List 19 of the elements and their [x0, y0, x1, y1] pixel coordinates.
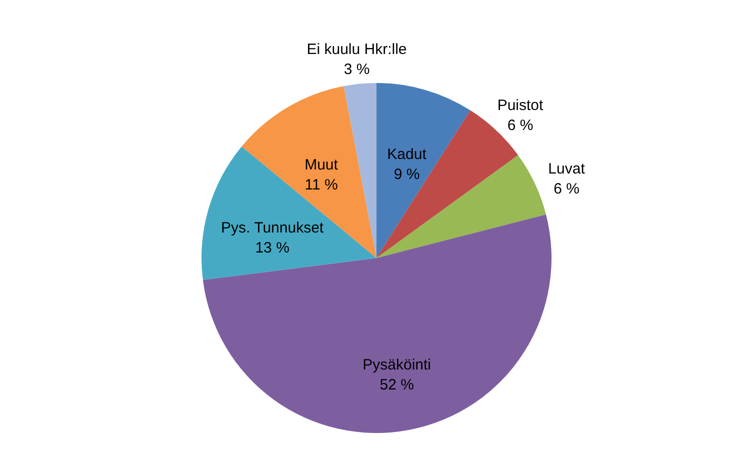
data-label: 11 %: [304, 176, 338, 194]
pie-slice: [202, 146, 376, 280]
data-label: 6 %: [507, 116, 534, 134]
data-label: 3 %: [344, 60, 370, 78]
data-label: 9 %: [394, 166, 420, 183]
slice-label: Pys. Tunnukset: [221, 220, 324, 237]
data-label: 52 %: [380, 376, 414, 394]
slice-label: Pysäköinti: [362, 356, 432, 374]
slice-label: Kadut: [387, 146, 428, 163]
pie-slice: [202, 214, 552, 433]
slice-label: Muut: [304, 156, 339, 174]
data-label: 6 %: [554, 180, 580, 198]
pie-slice: [344, 83, 376, 258]
slice-label: Ei kuulu Hkr:lle: [306, 40, 407, 58]
pie-slice: [376, 83, 470, 258]
slice-label: Luvat: [548, 160, 586, 178]
data-label: 13 %: [255, 240, 290, 257]
pie-slice: [376, 110, 518, 258]
slice-label: Puistot: [497, 96, 544, 114]
